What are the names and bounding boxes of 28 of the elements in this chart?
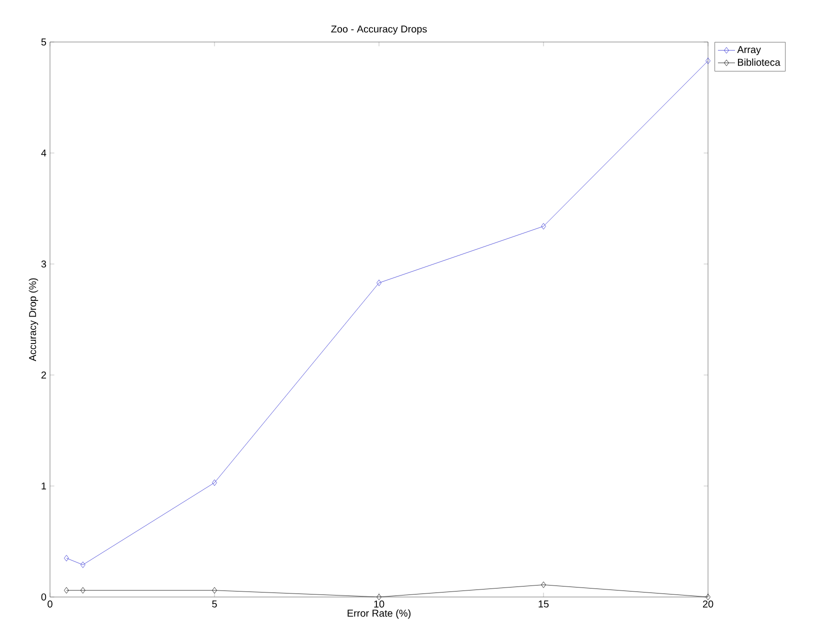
x-tick-label: 20 bbox=[702, 600, 714, 608]
point bbox=[212, 587, 217, 594]
point bbox=[541, 582, 546, 588]
point bbox=[80, 562, 86, 568]
point bbox=[541, 223, 546, 230]
x-tick-label: 10 bbox=[374, 600, 384, 608]
point bbox=[706, 58, 710, 64]
x-axis-title: Error Rate (%) bbox=[348, 609, 410, 619]
point bbox=[376, 594, 382, 600]
y-axis-title: Accuracy Drop (%) bbox=[28, 278, 38, 362]
point bbox=[64, 554, 69, 562]
x-tick-label: 0 bbox=[48, 600, 52, 608]
point bbox=[706, 594, 710, 600]
x-tick-label: 15 bbox=[538, 600, 549, 608]
point bbox=[64, 587, 69, 594]
x-tick-label: 5 bbox=[212, 600, 217, 608]
y-tick-label: 2 bbox=[41, 372, 46, 378]
point bbox=[376, 280, 382, 286]
y-tick-label: 1 bbox=[42, 482, 46, 490]
y-tick-label: 0 bbox=[41, 593, 46, 601]
point bbox=[212, 479, 217, 486]
chart-title: Zoo - Accuracy Drops bbox=[331, 26, 427, 34]
point bbox=[80, 587, 86, 594]
legend-label: Biblioteca bbox=[738, 58, 780, 66]
y-tick-label: 5 bbox=[41, 38, 46, 46]
y-tick-label: 3 bbox=[41, 260, 46, 268]
y-tick-label: 4 bbox=[41, 150, 46, 156]
legend-label: Array bbox=[737, 46, 761, 56]
